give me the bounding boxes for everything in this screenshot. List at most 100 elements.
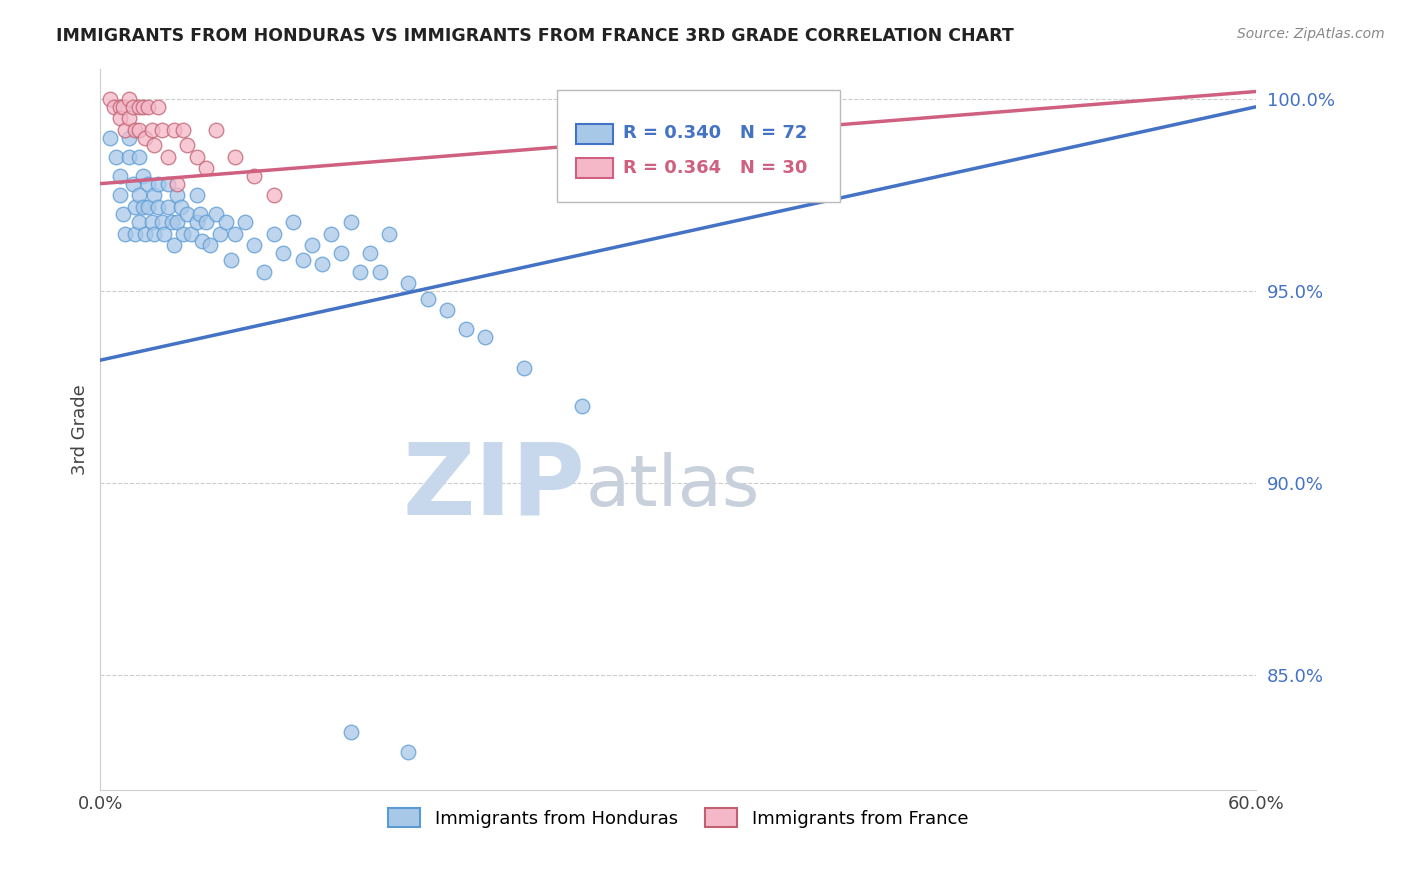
Point: [243, 238, 266, 252]
Point: [166, 177, 188, 191]
Point: [141, 215, 163, 229]
Point: [396, 277, 419, 291]
Point: [172, 123, 194, 137]
Point: [271, 245, 294, 260]
Point: [219, 253, 242, 268]
Point: [195, 161, 218, 176]
Point: [170, 200, 193, 214]
Point: [124, 200, 146, 214]
Point: [108, 112, 131, 126]
Point: [156, 177, 179, 191]
Point: [224, 150, 246, 164]
Point: [166, 188, 188, 202]
Point: [166, 215, 188, 229]
Point: [190, 207, 212, 221]
Point: [301, 238, 323, 252]
Point: [132, 169, 155, 183]
Point: [138, 200, 160, 214]
Point: [186, 150, 208, 164]
Bar: [576, 158, 613, 178]
Point: [205, 123, 228, 137]
Point: [124, 123, 146, 137]
Point: [98, 130, 121, 145]
Point: [291, 253, 314, 268]
Point: [396, 745, 419, 759]
Point: [132, 200, 155, 214]
Point: [156, 150, 179, 164]
Point: [198, 238, 221, 252]
Point: [456, 322, 478, 336]
Point: [162, 123, 184, 137]
Point: [172, 227, 194, 241]
Point: [141, 123, 163, 137]
Point: [146, 100, 169, 114]
Point: [436, 303, 458, 318]
Text: atlas: atlas: [585, 452, 761, 522]
Point: [146, 177, 169, 191]
Point: [160, 215, 183, 229]
Point: [122, 177, 145, 191]
Text: ZIP: ZIP: [402, 439, 585, 535]
Bar: [576, 124, 613, 145]
Point: [330, 245, 353, 260]
Point: [186, 215, 208, 229]
Point: [263, 227, 285, 241]
Y-axis label: 3rd Grade: 3rd Grade: [72, 384, 89, 475]
Point: [134, 227, 156, 241]
Point: [191, 234, 214, 248]
Point: [321, 227, 343, 241]
Point: [224, 227, 246, 241]
Point: [124, 227, 146, 241]
Point: [118, 130, 141, 145]
Point: [162, 238, 184, 252]
Point: [513, 360, 536, 375]
Point: [243, 169, 266, 183]
Point: [108, 100, 131, 114]
Point: [214, 215, 236, 229]
Point: [416, 292, 439, 306]
Point: [132, 100, 155, 114]
Point: [150, 123, 173, 137]
Point: [134, 130, 156, 145]
Point: [186, 188, 208, 202]
Point: [176, 138, 198, 153]
Point: [156, 200, 179, 214]
Point: [195, 215, 218, 229]
Point: [118, 150, 141, 164]
Text: Source: ZipAtlas.com: Source: ZipAtlas.com: [1237, 27, 1385, 41]
Point: [253, 265, 276, 279]
Point: [108, 188, 131, 202]
Point: [143, 138, 166, 153]
Point: [359, 245, 381, 260]
Point: [263, 188, 285, 202]
Point: [311, 257, 333, 271]
Point: [143, 227, 166, 241]
Point: [112, 100, 135, 114]
FancyBboxPatch shape: [557, 90, 839, 202]
Point: [143, 188, 166, 202]
Point: [108, 169, 131, 183]
Point: [349, 265, 371, 279]
Point: [128, 215, 150, 229]
Point: [176, 207, 198, 221]
Point: [281, 215, 304, 229]
Point: [150, 215, 173, 229]
Point: [146, 200, 169, 214]
Point: [103, 100, 125, 114]
Point: [122, 100, 145, 114]
Point: [153, 227, 176, 241]
Point: [233, 215, 256, 229]
Point: [114, 227, 136, 241]
Point: [112, 207, 135, 221]
Point: [138, 100, 160, 114]
Point: [128, 150, 150, 164]
Point: [98, 92, 121, 106]
Point: [128, 123, 150, 137]
Point: [114, 123, 136, 137]
Point: [128, 100, 150, 114]
Point: [128, 188, 150, 202]
Point: [205, 207, 228, 221]
Point: [474, 330, 496, 344]
Text: R = 0.364   N = 30: R = 0.364 N = 30: [623, 159, 807, 178]
Point: [339, 215, 361, 229]
